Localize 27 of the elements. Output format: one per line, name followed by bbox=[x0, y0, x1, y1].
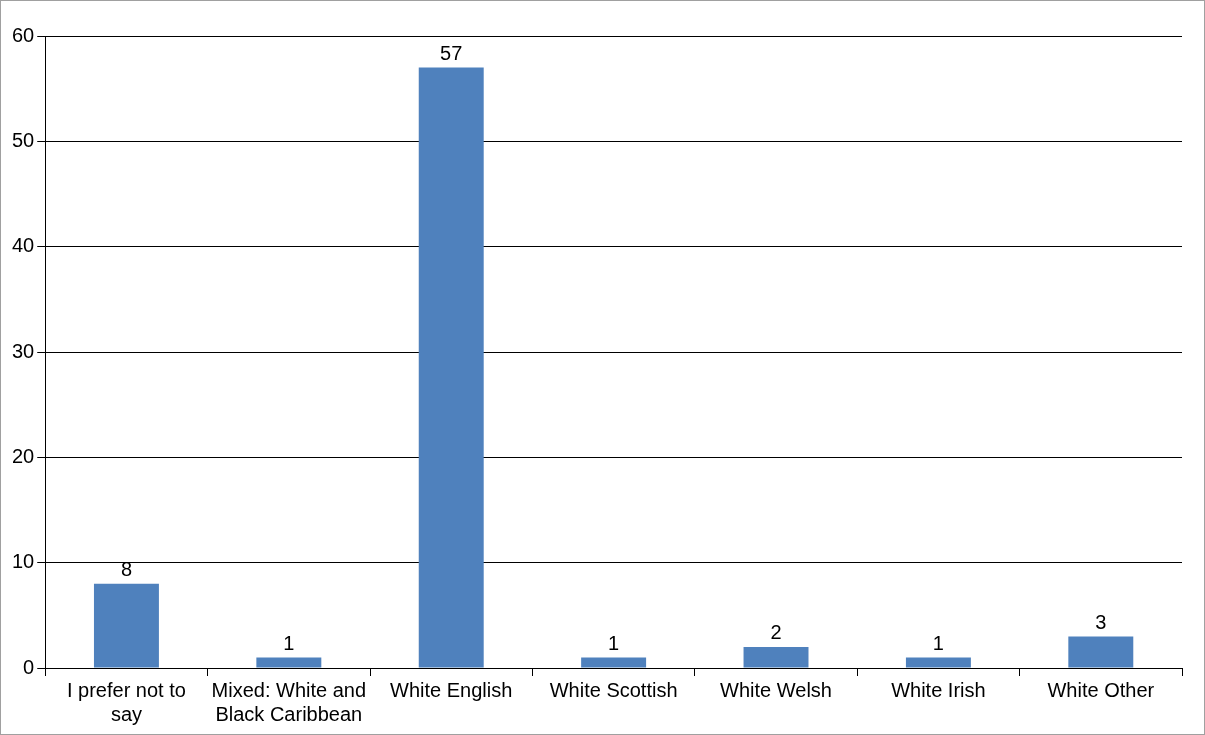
data-label: 1 bbox=[608, 631, 620, 654]
bar bbox=[743, 646, 809, 668]
bar bbox=[905, 657, 971, 668]
bar bbox=[1068, 636, 1134, 668]
data-label: 57 bbox=[440, 42, 463, 65]
bar bbox=[256, 657, 322, 668]
x-tick-label: White Scottish bbox=[549, 678, 678, 701]
y-tick-label: 50 bbox=[12, 128, 35, 151]
x-tick-label: White Welsh bbox=[720, 678, 832, 701]
x-tick-label: White Other bbox=[1047, 678, 1155, 701]
bar bbox=[581, 657, 647, 668]
x-tick-label: I prefer not to say bbox=[66, 678, 186, 725]
y-tick-label: 60 bbox=[12, 23, 35, 46]
y-tick-label: 10 bbox=[12, 550, 35, 573]
data-label: 2 bbox=[770, 621, 782, 644]
data-label: 1 bbox=[283, 631, 295, 654]
y-tick-label: 40 bbox=[12, 234, 35, 257]
y-tick-label: 20 bbox=[12, 444, 35, 467]
y-tick-label: 0 bbox=[23, 655, 35, 678]
x-tick-label: Mixed: White and Black Caribbean bbox=[211, 678, 367, 725]
data-label: 1 bbox=[932, 631, 944, 654]
x-tick-label: White Irish bbox=[891, 678, 986, 701]
data-label: 3 bbox=[1095, 610, 1107, 633]
x-tick-label: White English bbox=[390, 678, 513, 701]
bar bbox=[93, 583, 159, 668]
bar bbox=[418, 67, 484, 668]
y-tick-label: 30 bbox=[12, 339, 35, 362]
